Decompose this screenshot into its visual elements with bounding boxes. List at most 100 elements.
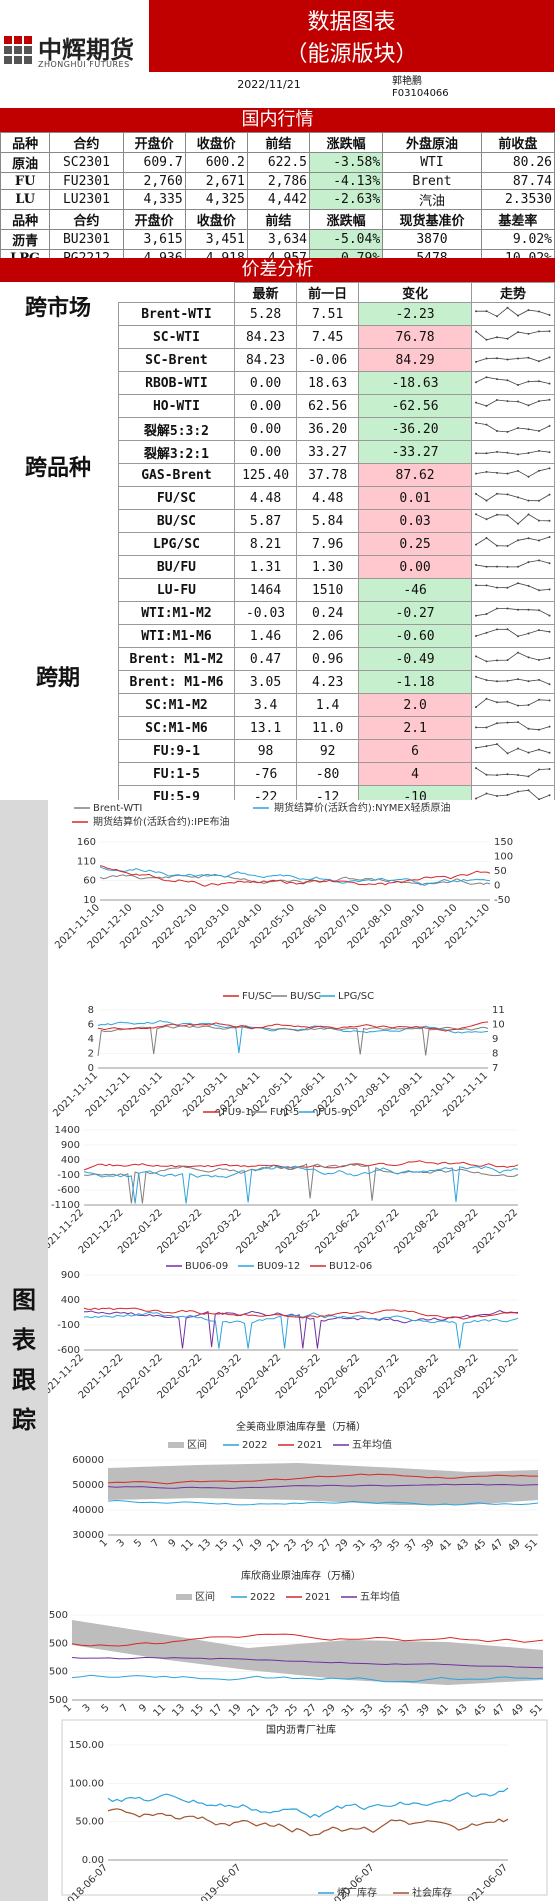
x-tick-label: 9	[137, 1702, 149, 1714]
y2-tick-label: 9	[492, 1034, 498, 1045]
series-line	[71, 1633, 544, 1647]
y-tick-label: 0	[88, 1063, 94, 1074]
spread-latest-cell: 125.40	[233, 463, 298, 487]
spread-row: 裂解5:3:2 0.00 36.20 -36.20	[118, 417, 555, 441]
x-tick-label: 31	[340, 1702, 357, 1719]
spread-chg-cell: 4	[358, 762, 473, 786]
spread-row: SC:M1-M6 13.1 11.0 2.1	[118, 716, 555, 740]
y2-tick-label: 0	[494, 881, 500, 892]
group-calendar: 跨期	[35, 665, 80, 691]
quote-header-cell: 前收盘	[480, 132, 555, 153]
trend-sparkline	[471, 762, 555, 786]
quote-cell: FU	[0, 172, 51, 190]
spread-label-cell: SC:M1-M6	[118, 716, 235, 740]
chart-sidebar: 图 表 跟 踪	[0, 800, 48, 1901]
x-tick-label: 19	[248, 1537, 265, 1554]
spread-prev-cell: 1.30	[296, 555, 360, 579]
x-tick-label: 39	[415, 1702, 432, 1719]
sparkline-icon	[475, 582, 551, 592]
series-line	[71, 1656, 544, 1669]
y-tick-label: 900	[61, 1270, 80, 1281]
spread-prev-cell: 1.4	[296, 693, 360, 717]
x-tick-label: 51	[528, 1702, 545, 1719]
y-tick-label: 900	[61, 1140, 80, 1151]
x-tick-label: 3	[115, 1537, 127, 1549]
logo-mark-icon	[4, 36, 32, 64]
spread-latest-cell: 0.00	[233, 440, 298, 464]
quote-cell: -5.04%	[308, 229, 384, 250]
x-tick-label: 19	[227, 1702, 244, 1719]
domestic-band: 国内行情	[0, 108, 555, 132]
spread-label-cell: Brent: M1-M2	[118, 647, 235, 671]
series-line	[97, 1020, 489, 1054]
y-tick-label: 1400	[55, 1125, 80, 1136]
spread-prev-cell: 62.56	[296, 394, 360, 418]
sparkline-icon	[475, 721, 551, 731]
quote-cell: Brent	[382, 172, 482, 190]
quote-cell: 3,634	[246, 229, 310, 250]
x-tick-label: 35	[378, 1702, 395, 1719]
x-tick-label: 17	[208, 1702, 225, 1719]
logo-en: ZHONGHUI FUTURES	[38, 60, 130, 69]
spread-latest-cell: 0.00	[233, 394, 298, 418]
domestic-quote-table: 品种 合约 开盘价 收盘价 前结 涨跌幅 外盘原油 前收盘 原油 SC2301 609.7 600.2…	[0, 132, 555, 267]
quote-header-cell: 涨跌幅	[308, 132, 384, 153]
trend-sparkline	[471, 486, 555, 510]
legend-label: FU1-5	[270, 1107, 299, 1118]
quote-header-cell: 开盘价	[122, 132, 186, 153]
spread-chg-cell: -46	[358, 578, 473, 602]
charts-canvas: Brent-WTI 期货结算价(活跃合约):NYMEX轻质原油期货结算价(活跃合约…	[48, 800, 555, 1901]
spread-latest-cell: 0.00	[233, 371, 298, 395]
sparkline-icon	[475, 449, 551, 456]
title-line1: 数据图表	[307, 10, 396, 35]
spread-latest-cell: 13.1	[233, 716, 298, 740]
spread-prev-cell: 1510	[296, 578, 360, 602]
x-tick-label: 45	[472, 1537, 489, 1554]
x-tick-label: 49	[506, 1537, 523, 1554]
spread-chg-cell: 87.62	[358, 463, 473, 487]
trend-sparkline	[471, 325, 555, 349]
side-label-char: 表	[12, 1325, 36, 1354]
spread-row: Brent: M1-M2 0.47 0.96 -0.49	[118, 647, 555, 671]
spread-label-cell: SC-Brent	[118, 348, 235, 372]
author-code: F03104066	[392, 88, 449, 99]
spread-row: SC:M1-M2 3.4 1.4 2.0	[118, 693, 555, 717]
trend-sparkline	[471, 739, 555, 763]
quote-header-cell: 外盘原油	[382, 132, 482, 153]
author-name: 郭艳鹏	[392, 76, 422, 87]
y-tick-label: 10	[83, 895, 96, 906]
quote-header-cell: 合约	[49, 209, 124, 230]
quote-header-cell: 基差率	[480, 209, 555, 230]
y-tick-label: 110	[77, 856, 96, 867]
x-tick-label: 5	[132, 1537, 144, 1549]
legend-label: 五年均值	[360, 1590, 400, 1603]
legend-label: 2022	[242, 1440, 267, 1451]
trend-sparkline	[471, 693, 555, 717]
quote-header-cell: 收盘价	[184, 209, 248, 230]
x-tick-label: 13	[197, 1537, 214, 1554]
spread-prev-cell: 36.20	[296, 417, 360, 441]
quote-cell: 609.7	[122, 152, 186, 173]
legend-label: BU12-06	[329, 1261, 372, 1272]
x-tick-label: 41	[434, 1702, 451, 1719]
spread-label-cell: WTI:M1-M2	[118, 601, 235, 625]
chart-frame	[61, 1719, 548, 1896]
quote-cell: 87.74	[480, 172, 555, 190]
spread-prev-cell: 2.06	[296, 624, 360, 648]
series-line	[83, 1307, 519, 1320]
quote-header-cell: 现货基准价	[382, 209, 482, 230]
x-tick-label: 43	[455, 1537, 472, 1554]
y-tick-label: 3500	[48, 1667, 68, 1678]
group-cross-market: 跨市场	[24, 295, 91, 321]
x-tick-label: 5	[100, 1702, 112, 1714]
x-tick-label: 49	[509, 1702, 526, 1719]
x-tick-label: 15	[189, 1702, 206, 1719]
y-tick-label: 60000	[72, 1455, 104, 1466]
quote-header-cell: 前结	[246, 132, 310, 153]
series-line	[84, 1310, 519, 1349]
spread-row: WTI:M1-M6 1.46 2.06 -0.60	[118, 624, 555, 648]
quote-cell: 3870	[382, 229, 482, 250]
sparkline-icon	[475, 513, 551, 525]
spread-latest-cell: 0.00	[233, 417, 298, 441]
sparkline-icon	[475, 789, 551, 801]
